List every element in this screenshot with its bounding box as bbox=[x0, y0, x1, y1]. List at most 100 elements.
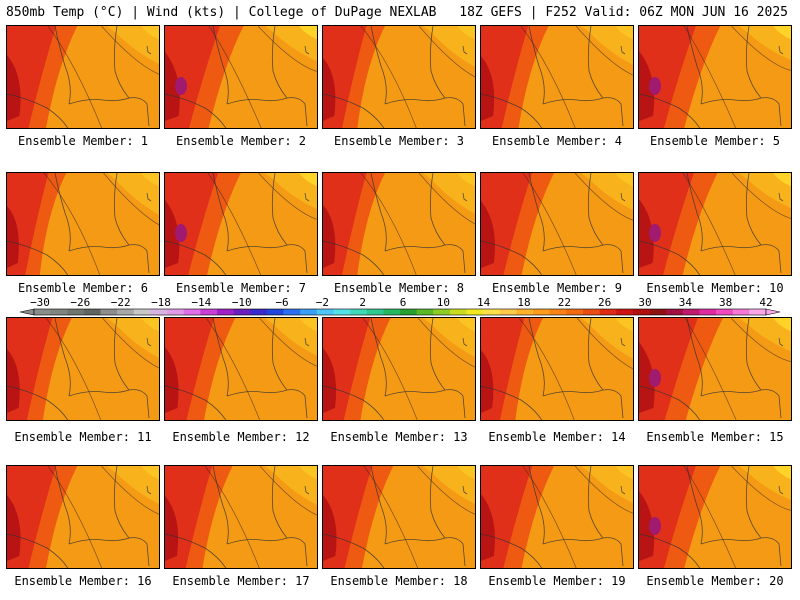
contour-line bbox=[417, 318, 475, 368]
ensemble-member-label: Ensemble Member: 2 bbox=[175, 134, 307, 148]
height-contours bbox=[208, 26, 317, 128]
state-line bbox=[686, 173, 703, 252]
cool-region bbox=[107, 466, 159, 504]
state-line bbox=[528, 173, 545, 252]
state-line bbox=[528, 466, 545, 545]
colorbar-swatch bbox=[466, 309, 484, 315]
height-contours bbox=[682, 173, 791, 275]
ensemble-member-label: Ensemble Member: 4 bbox=[491, 134, 623, 148]
coastline bbox=[542, 97, 624, 127]
colorbar-swatch bbox=[250, 309, 268, 315]
ensemble-member-map bbox=[164, 172, 318, 276]
hot-core bbox=[165, 496, 179, 561]
ensemble-member-map bbox=[638, 172, 792, 276]
extreme-heat-spot bbox=[175, 77, 187, 95]
hot-core bbox=[7, 55, 21, 121]
state-line bbox=[429, 466, 446, 539]
colorbar-swatch bbox=[83, 309, 101, 315]
cool-region bbox=[453, 318, 475, 332]
colorbar-tick-label: 10 bbox=[437, 296, 450, 309]
colorbar-swatch bbox=[566, 309, 584, 315]
colorbar-tick-label: 2 bbox=[359, 296, 366, 309]
state-line bbox=[212, 26, 229, 105]
hot-core bbox=[481, 201, 495, 268]
contour-line bbox=[47, 26, 103, 128]
ensemble-member-label: Ensemble Member: 1 bbox=[17, 134, 149, 148]
hot-core bbox=[481, 494, 495, 561]
ensemble-member-label: Ensemble Member: 15 bbox=[646, 430, 784, 444]
lake-outline bbox=[304, 485, 310, 495]
state-line bbox=[212, 318, 229, 397]
colorbar-swatch bbox=[266, 309, 284, 315]
coastline bbox=[700, 97, 782, 127]
contour-line bbox=[43, 173, 101, 275]
colorbar-swatch bbox=[283, 309, 301, 315]
lake-outline bbox=[620, 192, 626, 202]
colorbar-swatch bbox=[50, 309, 68, 315]
map-boundaries bbox=[481, 173, 626, 275]
ensemble-member-map bbox=[322, 317, 476, 421]
contour-line bbox=[363, 466, 419, 568]
cool-region bbox=[611, 173, 633, 187]
colorbar-swatch bbox=[749, 309, 767, 315]
map-boundaries bbox=[165, 466, 310, 568]
map-boundaries bbox=[7, 26, 152, 128]
colorbar-swatch bbox=[150, 309, 168, 315]
cool-region bbox=[295, 318, 317, 332]
cool-region bbox=[739, 318, 791, 352]
colorbar-swatch bbox=[599, 309, 617, 315]
colorbar-tick-label: 38 bbox=[719, 296, 732, 309]
ensemble-member-label: Ensemble Member: 20 bbox=[646, 574, 784, 588]
ensemble-member-label: Ensemble Member: 19 bbox=[488, 574, 626, 588]
ensemble-member-label: Ensemble Member: 5 bbox=[649, 134, 781, 148]
lake-outline bbox=[620, 337, 626, 347]
hot-core bbox=[639, 51, 655, 121]
ensemble-member-label: Ensemble Member: 16 bbox=[14, 574, 152, 588]
state-line bbox=[686, 26, 703, 105]
state-line bbox=[271, 318, 288, 391]
ensemble-member-map bbox=[638, 465, 792, 569]
ensemble-member-map bbox=[638, 25, 792, 129]
height-contours bbox=[360, 26, 475, 128]
contour-line bbox=[684, 318, 737, 420]
height-contours bbox=[45, 318, 159, 420]
colorbar-swatch bbox=[632, 309, 650, 315]
contour-line bbox=[259, 318, 317, 367]
state-line bbox=[745, 173, 762, 246]
colorbar-swatch bbox=[183, 309, 201, 315]
cool-region bbox=[137, 26, 159, 40]
lake-outline bbox=[462, 192, 468, 202]
contour-line bbox=[520, 26, 576, 128]
border-line bbox=[481, 93, 543, 128]
contour-line bbox=[731, 26, 791, 71]
colorbar-swatch bbox=[67, 309, 85, 315]
ensemble-member-label: Ensemble Member: 18 bbox=[330, 574, 468, 588]
contour-line bbox=[574, 173, 633, 221]
contour-line bbox=[101, 26, 159, 75]
colorbar-tick-label: −26 bbox=[70, 296, 90, 309]
contour-line bbox=[257, 26, 317, 72]
hot-core bbox=[7, 206, 19, 268]
lake-outline bbox=[146, 485, 152, 495]
height-contours bbox=[207, 173, 317, 275]
coastline bbox=[384, 97, 466, 127]
lake-outline bbox=[620, 485, 626, 495]
coastline bbox=[226, 244, 308, 274]
colorbar-swatch bbox=[117, 309, 135, 315]
contour-line bbox=[417, 466, 475, 515]
state-line bbox=[745, 466, 762, 539]
colorbar-swatch bbox=[316, 309, 334, 315]
state-line bbox=[745, 26, 762, 99]
colorbar-swatch bbox=[400, 309, 417, 315]
colorbar-swatch bbox=[433, 309, 451, 315]
map-boundaries bbox=[165, 173, 310, 275]
contour-line bbox=[360, 26, 417, 128]
ensemble-member-label: Ensemble Member: 17 bbox=[172, 574, 310, 588]
cool-region bbox=[769, 318, 791, 332]
height-contours bbox=[43, 173, 159, 275]
extreme-heat-spot bbox=[175, 224, 187, 242]
lake-outline bbox=[304, 192, 310, 202]
map-boundaries bbox=[7, 466, 152, 568]
contour-line bbox=[731, 173, 791, 219]
hot-core bbox=[7, 349, 20, 413]
